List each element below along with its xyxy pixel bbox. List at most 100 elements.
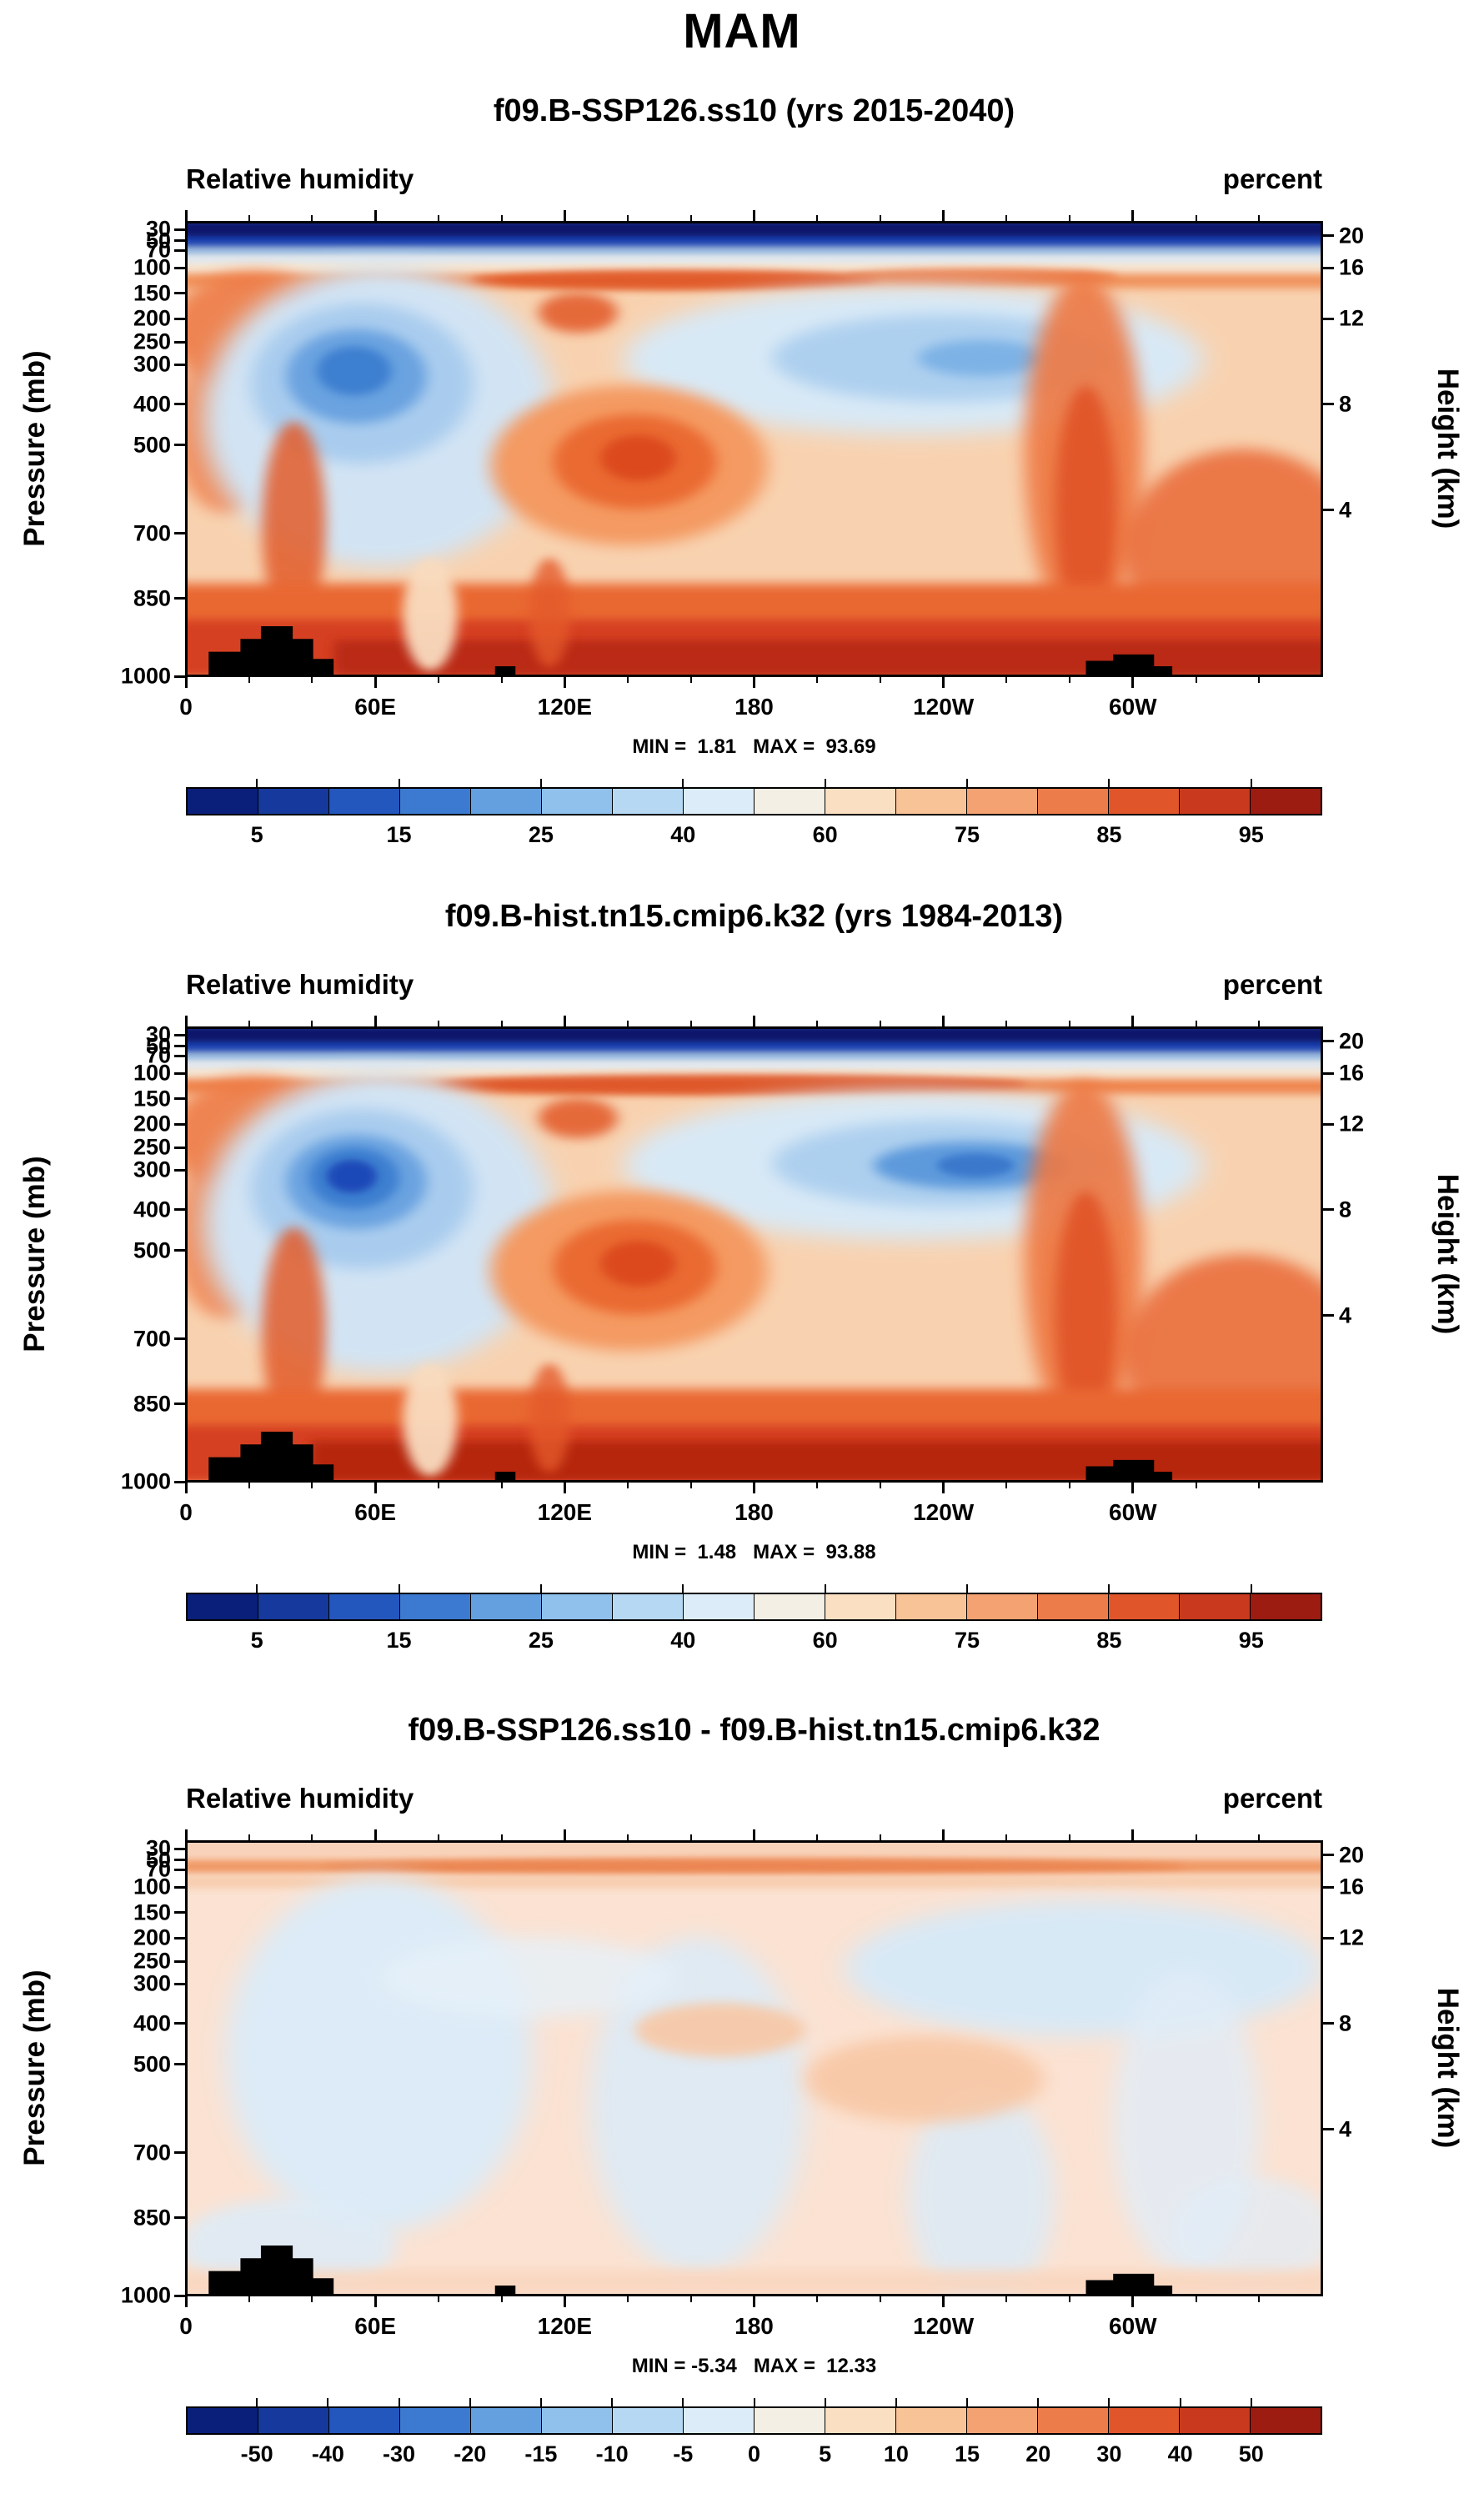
colorbar-tick — [895, 2398, 897, 2406]
contour-field-area — [186, 222, 1322, 676]
x-tick — [311, 1021, 313, 1027]
pressure-tick — [174, 1168, 186, 1172]
pressure-tick-label: 700 — [133, 520, 171, 546]
pressure-tick — [174, 444, 186, 447]
colorbar-tick — [682, 2398, 684, 2406]
colorbar-segment — [1109, 1594, 1180, 1619]
x-tick — [753, 1016, 755, 1027]
pressure-tick — [174, 1982, 186, 1985]
colorbar-segment — [400, 789, 471, 814]
x-tick — [374, 1829, 377, 1841]
colorbar-tick-label: 60 — [812, 822, 838, 847]
height-tick-label: 8 — [1339, 2010, 1352, 2036]
x-tick — [1131, 676, 1135, 688]
height-tick — [1322, 1040, 1334, 1043]
colorbar-tick-label: -10 — [595, 2441, 629, 2466]
x-tick-label: 120E — [537, 2313, 593, 2339]
height-tick — [1322, 403, 1334, 406]
colorbar-segment — [896, 1594, 967, 1619]
x-tick — [942, 1829, 945, 1841]
contour-field — [186, 1027, 1322, 1482]
x-tick — [1258, 1021, 1261, 1027]
colorbar-tick-label: 10 — [883, 2441, 909, 2466]
x-tick — [1005, 1834, 1008, 1841]
x-tick — [816, 215, 819, 222]
x-tick — [248, 215, 250, 222]
x-tick — [689, 215, 692, 222]
x-tick — [311, 215, 313, 222]
x-tick-label: 60W — [1109, 2313, 1157, 2339]
x-tick — [563, 1016, 566, 1027]
colorbar-tick-label: 75 — [955, 822, 980, 847]
height-tick — [1322, 1208, 1334, 1212]
x-tick — [689, 1834, 692, 1841]
pressure-tick — [174, 239, 186, 243]
pressure-tick — [174, 675, 186, 678]
contour-plot — [185, 1840, 1323, 2296]
pressure-tick — [174, 292, 186, 295]
x-tick — [1131, 1016, 1135, 1027]
pressure-tick-label: 500 — [133, 2051, 171, 2077]
colorbar-segment — [1038, 1594, 1109, 1619]
colorbar-tick — [1250, 2398, 1252, 2406]
contour-plot — [185, 1026, 1323, 1483]
x-tick — [879, 2296, 881, 2302]
x-tick — [1195, 1021, 1197, 1027]
colorbar-tick — [256, 1584, 258, 1593]
x-tick — [248, 676, 250, 683]
pressure-tick-label: 30 — [145, 1835, 171, 1861]
height-tick-label: 20 — [1339, 223, 1365, 248]
colorbar-tick-label: 5 — [250, 1628, 263, 1653]
colorbar-tick — [682, 779, 684, 787]
x-tick — [374, 1016, 377, 1027]
contour-plot — [185, 221, 1323, 677]
x-tick — [1005, 1482, 1008, 1488]
x-tick — [879, 1021, 881, 1027]
pressure-tick-label: 100 — [133, 1874, 171, 1899]
colorbar-tick — [256, 779, 258, 787]
pressure-tick-label: 850 — [133, 1391, 171, 1417]
pressure-tick-label: 70 — [145, 237, 171, 263]
x-tick — [500, 676, 503, 683]
pressure-tick — [174, 1097, 186, 1101]
x-tick — [753, 210, 755, 222]
colorbar-segment — [967, 2408, 1038, 2433]
pressure-tick-label: 50 — [145, 1847, 171, 1873]
height-tick-label: 12 — [1339, 1111, 1365, 1137]
x-tick — [753, 676, 755, 688]
height-tick — [1322, 2022, 1334, 2025]
minmax-label: MIN = -5.34 MAX = 12.33 — [631, 2355, 877, 2377]
panel-title: f09.B-SSP126.ss10 (yrs 2015-2040) — [493, 93, 1015, 128]
colorbar-tick-label: 25 — [528, 822, 554, 847]
contour-field — [186, 1841, 1322, 2296]
colorbar — [186, 787, 1322, 815]
colorbar-tick — [1179, 2398, 1181, 2406]
x-tick — [942, 1016, 945, 1027]
pressure-tick-label: 400 — [133, 1197, 171, 1222]
height-axis-title: Height (km) — [1431, 368, 1464, 529]
colorbar-tick-label: 75 — [955, 1628, 980, 1653]
colorbar-tick-label: 15 — [955, 2441, 980, 2466]
x-tick — [753, 2296, 755, 2307]
colorbar-tick-label: 30 — [1096, 2441, 1122, 2466]
colorbar-segment — [684, 2408, 755, 2433]
height-tick-label: 20 — [1339, 1842, 1365, 1868]
colorbar-segment — [1251, 1594, 1321, 1619]
colorbar-segment — [755, 789, 825, 814]
colorbar-segment — [1038, 789, 1109, 814]
colorbar-tick-label: -30 — [383, 2441, 416, 2466]
x-tick — [248, 1021, 250, 1027]
pressure-tick — [174, 532, 186, 535]
pressure-tick — [174, 1403, 186, 1406]
x-tick — [816, 2296, 819, 2302]
colorbar-segment — [329, 789, 400, 814]
pressure-tick — [174, 2216, 186, 2220]
colorbar-tick — [539, 779, 542, 787]
pressure-tick — [174, 1045, 186, 1048]
height-tick-label: 8 — [1339, 1197, 1352, 1222]
x-tick — [374, 1482, 377, 1493]
pressure-tick-label: 150 — [133, 1899, 171, 1925]
x-tick — [627, 215, 629, 222]
pressure-tick-label: 150 — [133, 280, 171, 306]
x-tick — [816, 1834, 819, 1841]
